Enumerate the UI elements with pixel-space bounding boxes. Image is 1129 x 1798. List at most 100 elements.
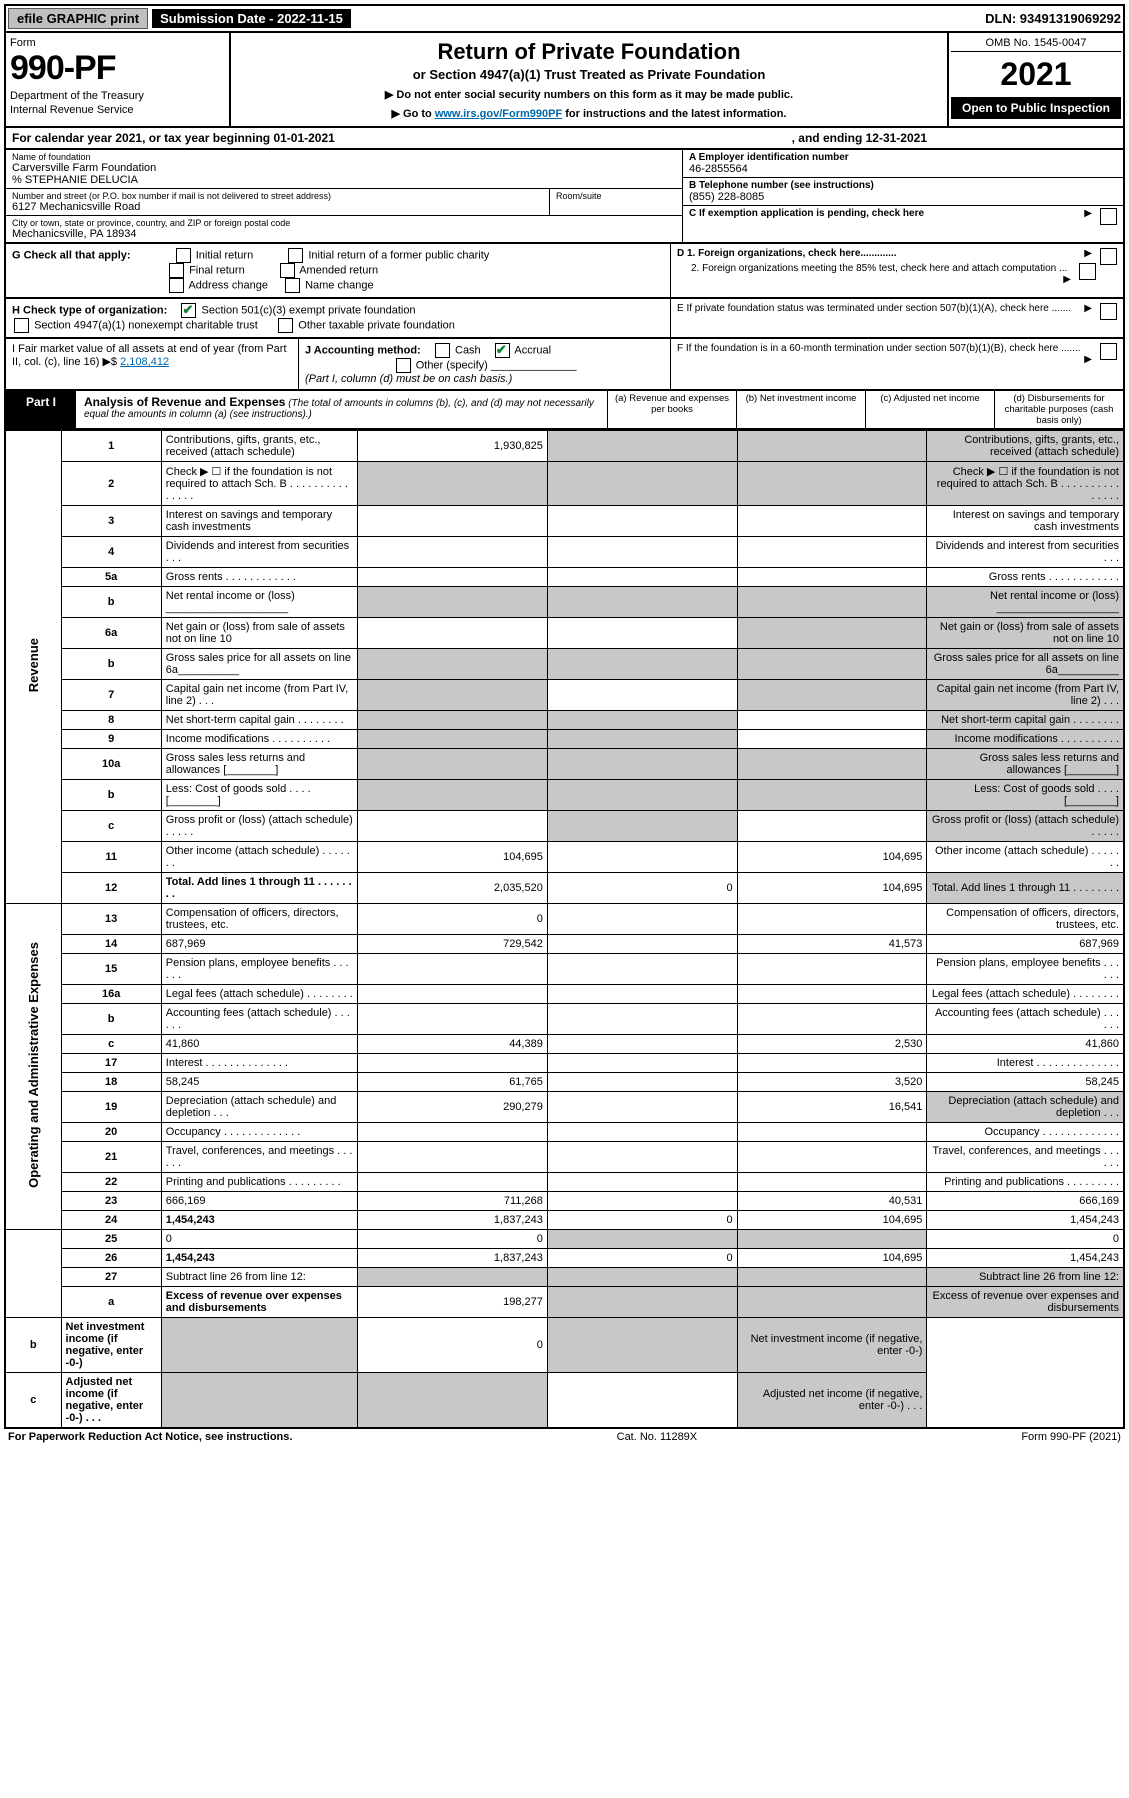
info-right: A Employer identification number 46-2855… — [682, 150, 1123, 242]
j-block: J Accounting method: Cash Accrual Other … — [299, 339, 670, 389]
amount-col-d: 0 — [927, 1230, 1124, 1249]
e-text: E If private foundation status was termi… — [677, 303, 1071, 314]
g-opt-5: Name change — [305, 279, 374, 291]
j-accrual-cb[interactable] — [495, 343, 510, 358]
f-checkbox[interactable] — [1100, 343, 1117, 360]
j-cash: Cash — [455, 344, 481, 356]
g-final-return-cb[interactable] — [169, 263, 184, 278]
d1-checkbox[interactable] — [1100, 248, 1117, 265]
g-amended-cb[interactable] — [280, 263, 295, 278]
table-row: 261,454,2431,837,2430104,6951,454,243 — [5, 1249, 1124, 1268]
line-number: 8 — [61, 711, 161, 730]
g-initial-former-cb[interactable] — [288, 248, 303, 263]
h-501c3-cb[interactable] — [181, 303, 196, 318]
ein-label: A Employer identification number — [689, 152, 1117, 163]
amount-col-b — [547, 431, 737, 462]
g-name-change-cb[interactable] — [285, 278, 300, 293]
form990pf-link[interactable]: www.irs.gov/Form990PF — [435, 108, 562, 120]
h-other-cb[interactable] — [278, 318, 293, 333]
column-headers: (a) Revenue and expenses per books (b) N… — [607, 391, 1123, 428]
g-address-change-cb[interactable] — [169, 278, 184, 293]
amount-col-d: 666,169 — [927, 1192, 1124, 1211]
amount-col-b: 0 — [358, 1318, 548, 1373]
info-left: Name of foundation Carversville Farm Fou… — [6, 150, 682, 242]
h-opt-2: Section 4947(a)(1) nonexempt charitable … — [34, 319, 258, 331]
line-number: 19 — [61, 1092, 161, 1123]
amount-col-d: Other income (attach schedule) . . . . .… — [927, 842, 1124, 873]
e-checkbox[interactable] — [1100, 303, 1117, 320]
amount-col-c — [737, 730, 927, 749]
table-row: 6aNet gain or (loss) from sale of assets… — [5, 618, 1124, 649]
table-row: 9Income modifications . . . . . . . . . … — [5, 730, 1124, 749]
amount-col-c — [737, 749, 927, 780]
city-label: City or town, state or province, country… — [12, 218, 676, 228]
line-description: Net investment income (if negative, ente… — [61, 1318, 161, 1373]
amount-col-a — [358, 1268, 548, 1287]
h-4947-cb[interactable] — [14, 318, 29, 333]
table-row: 11Other income (attach schedule) . . . .… — [5, 842, 1124, 873]
line-number: 5a — [61, 568, 161, 587]
amount-col-c: 104,695 — [737, 842, 927, 873]
amount-col-a — [358, 649, 548, 680]
expenses-side-label: Operating and Administrative Expenses — [5, 904, 61, 1230]
amount-col-a: 0 — [358, 904, 548, 935]
fmv-value[interactable]: 2,108,412 — [120, 356, 169, 368]
table-row: 10aGross sales less returns and allowanc… — [5, 749, 1124, 780]
amount-col-c — [737, 1268, 927, 1287]
c-checkbox[interactable] — [1100, 208, 1117, 225]
j-cash-cb[interactable] — [435, 343, 450, 358]
ein-cell: A Employer identification number 46-2855… — [683, 150, 1123, 178]
page-footer: For Paperwork Reduction Act Notice, see … — [4, 1429, 1125, 1445]
g-initial-return-cb[interactable] — [176, 248, 191, 263]
amount-col-b — [547, 1123, 737, 1142]
amount-col-b — [547, 462, 737, 506]
amount-col-c: 40,531 — [737, 1192, 927, 1211]
amount-col-b — [547, 506, 737, 537]
amount-col-c: 104,695 — [737, 1211, 927, 1230]
amount-col-a — [358, 1142, 548, 1173]
e-block: E If private foundation status was termi… — [670, 299, 1123, 337]
amount-col-b — [547, 1192, 737, 1211]
line-description: Gross profit or (loss) (attach schedule)… — [161, 811, 357, 842]
line-description: Less: Cost of goods sold . . . . [______… — [161, 780, 357, 811]
line-description: Net short-term capital gain . . . . . . … — [161, 711, 357, 730]
part1-label: Part I — [6, 391, 76, 428]
table-row: bAccounting fees (attach schedule) . . .… — [5, 1004, 1124, 1035]
amount-col-b: 0 — [547, 1211, 737, 1230]
amount-col-c — [737, 1054, 927, 1073]
amount-col-b — [547, 749, 737, 780]
amount-col-c — [737, 618, 927, 649]
d2-text: 2. Foreign organizations meeting the 85%… — [691, 263, 1067, 274]
amount-col-a: 1,837,243 — [358, 1249, 548, 1268]
line-description: Occupancy . . . . . . . . . . . . . — [161, 1123, 357, 1142]
amount-col-d: 1,454,243 — [927, 1211, 1124, 1230]
j-other-cb[interactable] — [396, 358, 411, 373]
omb-number: OMB No. 1545-0047 — [951, 35, 1121, 52]
amount-col-b — [547, 1287, 737, 1318]
line-description: 41,860 — [161, 1035, 357, 1054]
amount-col-a — [358, 1173, 548, 1192]
efile-print-button[interactable]: efile GRAPHIC print — [8, 8, 148, 29]
calendar-year-row: For calendar year 2021, or tax year begi… — [4, 128, 1125, 150]
h-block: H Check type of organization: Section 50… — [6, 299, 670, 337]
table-row: cGross profit or (loss) (attach schedule… — [5, 811, 1124, 842]
amount-col-a: 290,279 — [358, 1092, 548, 1123]
dept-treasury: Department of the Treasury — [10, 90, 225, 102]
submission-date: Submission Date - 2022-11-15 — [152, 9, 351, 28]
table-row: bNet rental income or (loss) ___________… — [5, 587, 1124, 618]
d2-checkbox[interactable] — [1079, 263, 1096, 280]
line-description: Total. Add lines 1 through 11 . . . . . … — [161, 873, 357, 904]
table-row: Operating and Administrative Expenses13C… — [5, 904, 1124, 935]
amount-col-d: Legal fees (attach schedule) . . . . . .… — [927, 985, 1124, 1004]
line-number: 15 — [61, 954, 161, 985]
j-note: (Part I, column (d) must be on cash basi… — [305, 373, 512, 385]
amount-col-b — [547, 587, 737, 618]
addr-label: Number and street (or P.O. box number if… — [12, 191, 543, 201]
line-description: 1,454,243 — [161, 1211, 357, 1230]
line-description: Net rental income or (loss) ____________… — [161, 587, 357, 618]
amount-col-c — [737, 1230, 927, 1249]
line-number: 18 — [61, 1073, 161, 1092]
form-number: 990-PF — [10, 49, 225, 88]
g-d-row: G Check all that apply: Initial return I… — [4, 244, 1125, 299]
amount-col-a — [358, 811, 548, 842]
